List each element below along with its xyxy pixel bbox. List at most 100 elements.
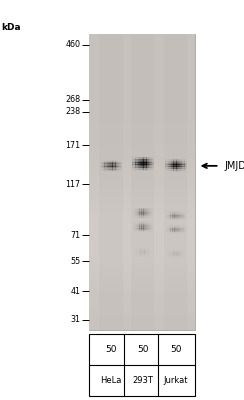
Bar <box>148 164 149 165</box>
Bar <box>121 161 122 162</box>
Bar <box>171 228 172 229</box>
Bar <box>165 160 166 162</box>
Bar <box>145 161 146 162</box>
Bar <box>136 214 137 215</box>
Bar <box>176 251 177 252</box>
Bar <box>132 164 133 165</box>
Bar <box>140 254 141 255</box>
Bar <box>175 249 176 250</box>
Bar <box>180 160 181 161</box>
Bar <box>144 253 145 254</box>
Bar <box>148 256 149 257</box>
Bar <box>144 210 145 211</box>
Bar <box>178 251 179 252</box>
Bar <box>137 231 138 232</box>
Bar <box>145 253 146 254</box>
Bar <box>143 165 144 166</box>
Bar <box>179 169 180 170</box>
Bar <box>133 216 134 217</box>
Bar <box>135 217 136 218</box>
Bar <box>176 167 177 168</box>
Bar <box>167 213 168 214</box>
Bar <box>179 163 180 164</box>
Bar <box>134 164 135 165</box>
Bar <box>136 210 137 211</box>
Bar <box>145 170 146 171</box>
Bar <box>175 216 176 217</box>
Bar <box>170 162 171 163</box>
Bar <box>165 169 166 170</box>
Bar <box>112 160 113 161</box>
Bar <box>180 225 181 226</box>
Bar <box>172 164 173 165</box>
Bar <box>145 230 146 231</box>
Bar <box>142 250 143 251</box>
Bar <box>177 258 178 259</box>
Bar <box>178 168 179 169</box>
Bar <box>152 227 153 228</box>
Bar <box>170 228 171 229</box>
Bar <box>143 208 144 209</box>
Bar <box>134 225 135 226</box>
Bar <box>183 218 184 219</box>
Bar <box>143 164 144 165</box>
Bar <box>182 226 183 227</box>
Bar <box>140 208 141 209</box>
Bar <box>175 160 176 162</box>
Bar <box>138 167 139 168</box>
Bar <box>107 168 108 169</box>
Bar <box>184 216 185 217</box>
Bar <box>147 208 148 209</box>
Bar <box>134 160 135 161</box>
Bar <box>172 169 173 170</box>
Bar <box>170 219 171 220</box>
Bar <box>147 214 148 215</box>
Bar <box>176 217 177 218</box>
Bar <box>178 211 179 212</box>
Bar <box>175 252 176 253</box>
Bar <box>166 226 167 227</box>
Bar <box>173 164 174 165</box>
Bar <box>177 250 178 251</box>
Bar <box>177 251 178 252</box>
Bar <box>175 250 176 251</box>
Bar <box>170 249 171 250</box>
Bar <box>136 247 137 248</box>
Bar <box>169 252 170 253</box>
Bar <box>148 253 149 254</box>
Bar <box>134 209 135 210</box>
Bar <box>133 213 134 214</box>
Bar <box>144 163 145 164</box>
Bar <box>176 160 177 161</box>
Bar <box>135 256 136 257</box>
Bar <box>104 166 105 167</box>
Bar <box>180 231 181 232</box>
Bar <box>136 255 137 256</box>
Bar <box>175 228 176 229</box>
Bar <box>166 214 167 215</box>
Bar <box>104 168 105 169</box>
Bar <box>152 214 153 215</box>
Bar <box>150 159 151 160</box>
Bar <box>169 164 170 165</box>
Bar <box>142 170 143 171</box>
Bar <box>148 162 149 163</box>
Bar <box>132 163 133 164</box>
Bar <box>152 165 153 166</box>
Bar <box>108 166 109 167</box>
Bar <box>149 215 150 216</box>
Bar <box>118 170 119 171</box>
Bar <box>178 159 179 160</box>
Bar <box>179 160 180 161</box>
Bar <box>150 170 151 171</box>
Bar <box>139 208 140 209</box>
Bar <box>109 165 110 166</box>
Bar <box>172 226 173 227</box>
Bar <box>183 171 184 172</box>
Bar <box>148 209 149 210</box>
Bar <box>171 163 172 164</box>
Bar <box>132 165 133 166</box>
Bar <box>145 252 146 253</box>
Bar <box>151 231 152 232</box>
Bar <box>146 213 147 214</box>
